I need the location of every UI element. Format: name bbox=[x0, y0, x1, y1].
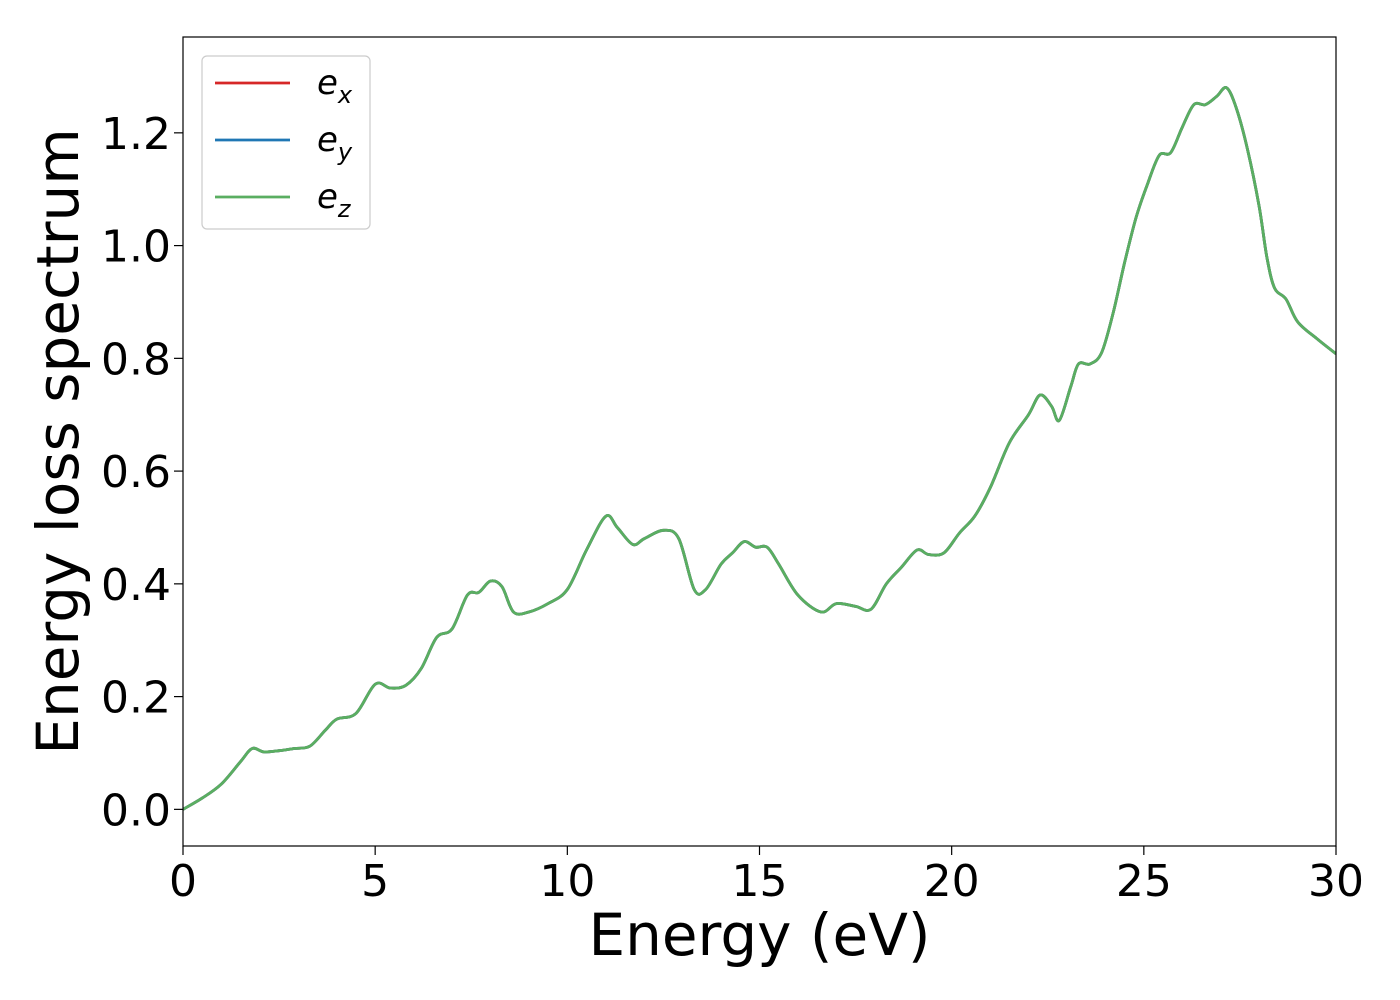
x-axis-label: Energy (eV) bbox=[588, 901, 930, 969]
x-tick-label: 5 bbox=[361, 856, 389, 907]
y-tick-label: 0.4 bbox=[101, 560, 171, 611]
y-tick-label: 1.2 bbox=[101, 109, 171, 160]
x-axis-ticks: 0 5 10 15 20 25 30 bbox=[169, 846, 1364, 907]
x-tick-label: 0 bbox=[169, 856, 197, 907]
legend-label-ez: ez bbox=[317, 177, 352, 223]
x-tick-label: 30 bbox=[1308, 856, 1364, 907]
y-tick-label: 0.6 bbox=[101, 447, 171, 498]
series-line-ez bbox=[183, 86, 1336, 811]
y-tick-label: 1.0 bbox=[101, 222, 171, 273]
y-tick-label: 0.2 bbox=[101, 673, 171, 724]
x-tick-label: 25 bbox=[1116, 856, 1172, 907]
series-layer bbox=[183, 86, 1336, 811]
x-tick-label: 10 bbox=[539, 856, 595, 907]
x-tick-label: 20 bbox=[924, 856, 980, 907]
y-tick-label: 0.0 bbox=[101, 785, 171, 836]
y-tick-label: 0.8 bbox=[101, 334, 171, 385]
x-tick-label: 15 bbox=[732, 856, 788, 907]
y-axis-label: Energy loss spectrum bbox=[24, 128, 92, 754]
y-axis-ticks: 0.0 0.2 0.4 0.6 0.8 1.0 1.2 bbox=[101, 109, 183, 836]
legend-box bbox=[201, 55, 371, 230]
